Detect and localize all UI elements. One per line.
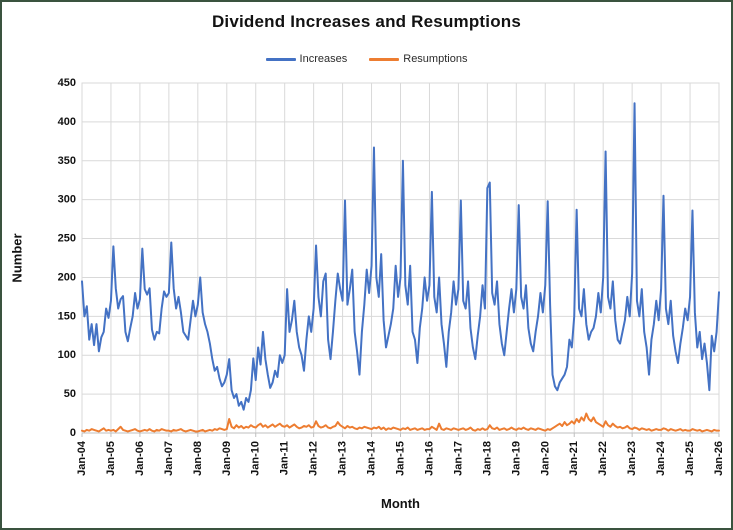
- x-tick-label: Jan-04: [76, 440, 88, 476]
- x-tick-label: Jan-21: [568, 441, 580, 476]
- x-tick-label: Jan-10: [250, 441, 262, 476]
- x-tick-label: Jan-23: [626, 441, 638, 476]
- resumptions-line-swatch: [369, 57, 400, 61]
- x-tick-label: Jan-08: [192, 441, 204, 476]
- x-tick-label: Jan-20: [539, 441, 551, 476]
- x-axis-title: Month: [381, 496, 420, 511]
- x-tick-label: Jan-09: [221, 441, 233, 476]
- increases-line-swatch: [265, 57, 296, 61]
- x-tick-label: Jan-06: [134, 441, 146, 476]
- x-tick-label: Jan-25: [684, 441, 696, 476]
- x-tick-label: Jan-16: [423, 441, 435, 476]
- y-tick-label: 200: [58, 271, 76, 283]
- x-tick-label: Jan-18: [481, 441, 493, 476]
- x-tick-label: Jan-24: [655, 440, 667, 476]
- series-line-increases[interactable]: [81, 102, 720, 411]
- legend-label-increases: Increases: [299, 53, 348, 65]
- x-tick-label: Jan-11: [279, 441, 291, 475]
- legend-label-resumptions: Resumptions: [403, 53, 468, 65]
- legend-item-resumptions[interactable]: Resumptions: [369, 53, 467, 65]
- legend-item-increases[interactable]: Increases: [265, 53, 348, 65]
- y-tick-label: 50: [64, 388, 76, 400]
- x-tick-label: Jan-22: [597, 441, 609, 476]
- x-tick-label: Jan-15: [395, 441, 407, 476]
- x-tick-label: Jan-13: [337, 441, 349, 476]
- legend: Increases Resumptions: [2, 53, 731, 65]
- x-tick-label: Jan-17: [452, 441, 464, 476]
- x-tick-label: Jan-14: [366, 440, 378, 476]
- x-tick-label: Jan-19: [510, 441, 522, 476]
- series-line-resumptions[interactable]: [81, 412, 720, 433]
- y-tick-label: 150: [58, 310, 76, 322]
- x-tick-label: Jan-07: [163, 441, 175, 476]
- y-tick-label: 400: [58, 116, 76, 128]
- y-tick-label: 250: [58, 233, 76, 245]
- y-tick-label: 300: [58, 194, 76, 206]
- x-tick-label: Jan-05: [105, 441, 117, 476]
- x-tick-label: Jan-12: [308, 441, 320, 476]
- y-tick-label: 100: [58, 349, 76, 361]
- y-tick-label: 0: [70, 427, 76, 439]
- y-tick-label: 350: [58, 155, 76, 167]
- x-tick-label: Jan-26: [713, 441, 725, 476]
- chart-title: Dividend Increases and Resumptions: [211, 12, 522, 31]
- y-tick-label: 450: [58, 77, 76, 89]
